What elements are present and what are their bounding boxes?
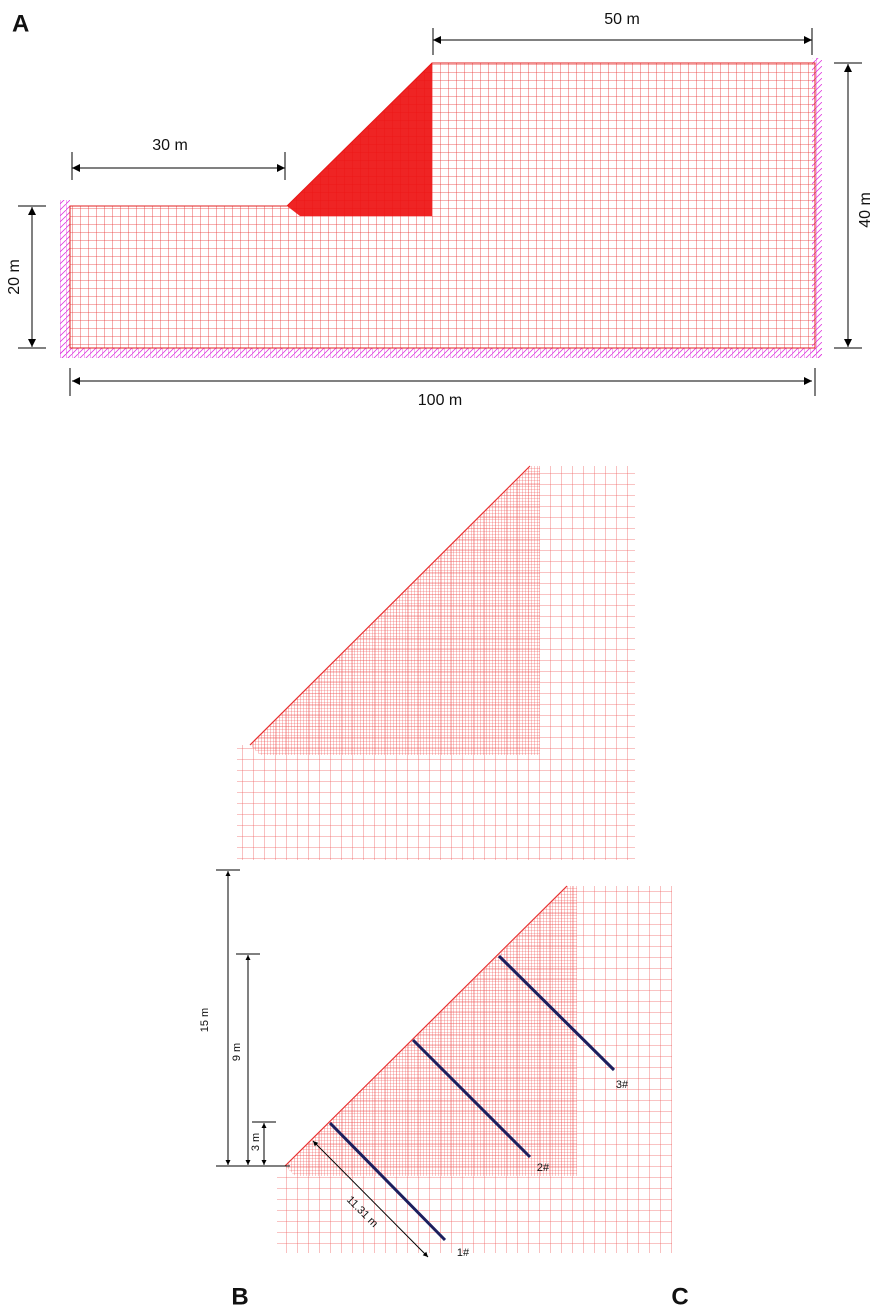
figure: A 50 m 30 m 20 m 40 m 100 m 15 m 9 m 3 m… [0,0,875,1311]
dimension-label: 3 m [250,1133,262,1151]
panel-a: A 50 m 30 m 20 m 40 m 100 m [6,10,874,409]
dimension-label: 20 m [6,259,23,295]
dimension-label: 50 m [604,11,640,28]
left-support [60,200,70,358]
anchor-label: 3# [616,1079,629,1091]
panel-label: A [12,10,29,37]
dimension-label: 40 m [857,192,874,228]
refined-mesh [287,63,432,216]
panel-c: 15 m 9 m 3 m 11.31 m 1# 2# 3# [199,870,672,1259]
dimension-label: 100 m [418,392,462,409]
bottom-support [60,348,822,358]
refined-mesh [250,466,540,755]
dimension-label: 30 m [152,137,188,154]
dimension-label: 9 m [231,1043,243,1061]
mesh-domain [70,63,815,348]
refined-mesh [285,886,577,1176]
anchor-label: 2# [537,1162,550,1174]
panel-label: B [231,1283,248,1310]
anchor-label: 1# [457,1247,470,1259]
dimension-label: 15 m [199,1008,211,1032]
panel-label: C [671,1283,688,1310]
panel-b [237,466,635,860]
